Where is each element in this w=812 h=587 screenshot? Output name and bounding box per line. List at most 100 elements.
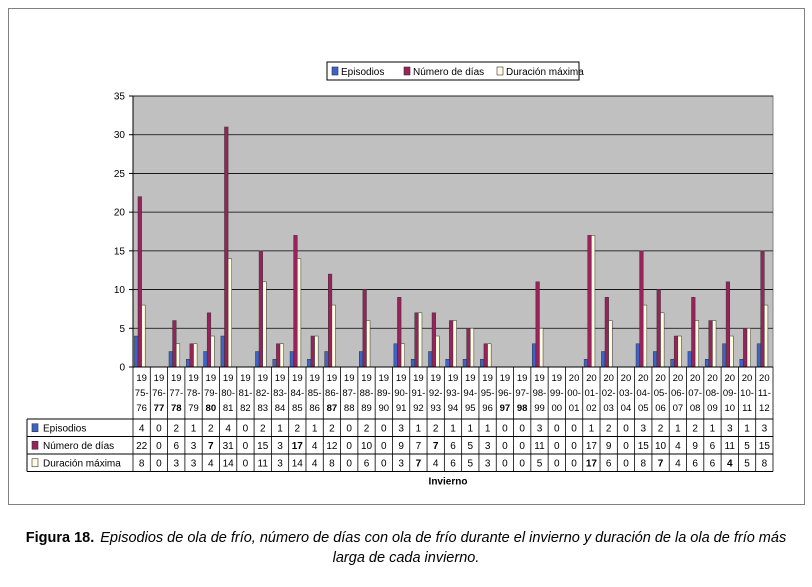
bar-episodios [445,359,450,368]
bar-duracion-maxima [712,320,717,368]
category-label: 99- [550,388,564,399]
table-cell: 3 [762,423,768,434]
bar-episodios [756,343,761,368]
table-cell: 6 [710,441,716,452]
table-cell: 4 [675,441,681,452]
y-tick-label: 5 [119,324,125,335]
chart-frame: 0 5 10 15 20 25 30 35 19 75- 76 19 76- 77 19 77- 78 19 78-… [8,8,805,505]
bar-numero-dias [725,281,730,368]
category-label: 89 [361,403,372,414]
category-label: 20 [638,373,649,384]
table-cell: 4 [675,458,681,469]
bar-numero-dias [224,126,229,368]
legend-label: Duración máxima [506,67,584,78]
bar-duracion-maxima [366,320,371,368]
bar-episodios [722,343,727,368]
y-tick-label: 35 [114,92,126,103]
bar-numero-dias [414,312,419,368]
bar-episodios [255,351,260,368]
bar-episodios [393,343,398,368]
category-label: 96- [498,388,512,399]
table-cell: 0 [502,441,508,452]
category-label: 84- [290,388,304,399]
y-tick-label: 0 [119,363,125,374]
table-cell: 6 [692,458,698,469]
category-label: 19 [413,373,424,384]
legend-swatch [331,66,339,76]
table-cell: 0 [554,423,560,434]
table-cell: 5 [744,441,750,452]
bar-episodios [359,351,364,368]
table-cell: 1 [710,423,716,434]
category-label: 87 [327,403,338,414]
row-legend-key [31,458,39,468]
category-label: 01 [569,403,580,414]
bar-episodios [670,359,675,368]
table-cell: 4 [225,423,231,434]
category-label: 97- [515,388,529,399]
category-label: 03- [619,388,633,399]
category-label: 79 [188,403,199,414]
table-cell: 7 [433,441,439,452]
table-cell: 3 [398,458,404,469]
category-label: 98 [517,403,528,414]
bar-episodios [480,359,485,368]
table-cell: 15 [638,441,650,452]
category-label: 07- [688,388,702,399]
y-tick-label: 30 [114,130,126,141]
category-label: 20 [690,373,701,384]
category-label: 10 [724,403,735,414]
chart: 051015202530351975-761976-771977-781978-… [26,61,774,488]
bar-duracion-maxima [418,312,423,368]
category-label: 19 [448,373,459,384]
bar-numero-dias [206,312,212,368]
table-cell: 15 [759,441,771,452]
category-label: 19 [465,373,476,384]
category-label: 00- [567,388,581,399]
category-label: 20 [759,373,770,384]
category-label: 06- [671,388,685,399]
bar-duracion-maxima [764,304,769,368]
table-cell: 8 [762,458,768,469]
bar-duracion-maxima [660,312,665,368]
category-label: 19 [327,373,338,384]
category-label: 85 [292,403,303,414]
bar-duracion-maxima [210,335,215,368]
table-cell: 14 [223,458,235,469]
bar-duracion-maxima [435,335,440,368]
category-label: 07 [673,403,684,414]
table-cell: 4 [433,458,439,469]
table-cell: 17 [292,441,304,452]
bar-numero-dias [708,320,713,368]
category-label: 91 [396,403,407,414]
bar-numero-dias [189,343,194,368]
table-cell: 3 [640,423,646,434]
table-cell: 2 [364,423,370,434]
category-label: 19 [482,373,493,384]
table-cell: 11 [725,441,736,452]
bar-numero-dias [172,320,177,368]
bar-numero-dias [137,196,142,368]
table-cell: 0 [571,441,577,452]
table-cell: 0 [623,423,629,434]
bar-episodios [462,359,467,368]
category-label: 19 [551,373,562,384]
table-cell: 0 [156,441,162,452]
bar-episodios [653,351,658,368]
table-cell: 6 [364,458,370,469]
table-cell: 3 [277,458,283,469]
category-label: 19 [292,373,303,384]
category-label: 99 [534,403,545,414]
bar-episodios [134,335,139,368]
y-tick-label: 25 [114,169,126,180]
table-cell: 3 [277,441,283,452]
category-label: 11- [758,388,771,399]
table-cell: 4 [139,423,145,434]
bar-episodios [739,359,744,368]
category-label: 20 [673,373,684,384]
table-cell: 3 [727,423,733,434]
table-cell: 0 [554,458,560,469]
category-label: 20 [603,373,614,384]
table-cell: 10 [361,441,373,452]
category-label: 88- [360,388,374,399]
